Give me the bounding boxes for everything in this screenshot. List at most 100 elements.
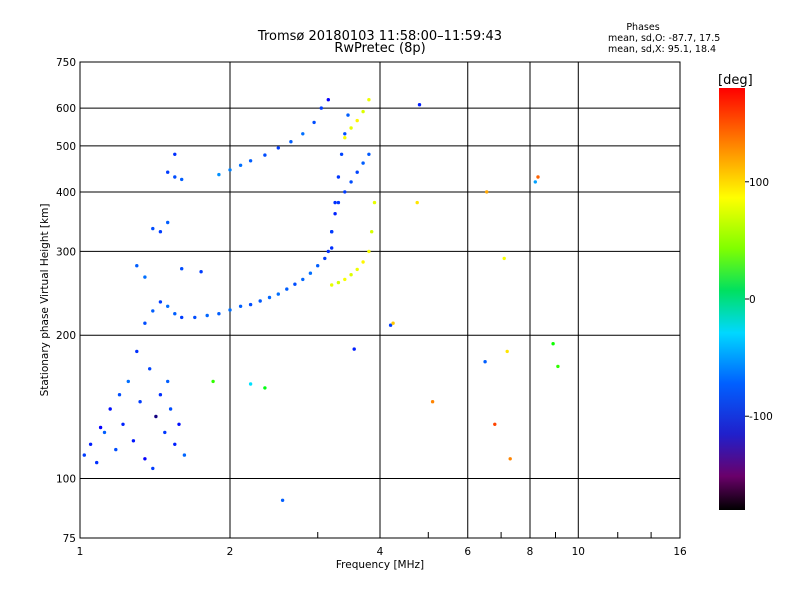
data-point [151, 309, 155, 313]
x-tick-label: 4 [377, 546, 384, 558]
y-tick-label: 750 [56, 57, 76, 69]
data-point [333, 212, 337, 216]
y-axis-label: Stationary phase Virtual Height [km] [39, 204, 51, 397]
data-point [180, 315, 184, 320]
data-point [121, 422, 125, 426]
x-tick-label: 1 [77, 546, 84, 558]
data-point [135, 349, 139, 354]
data-point [238, 304, 243, 308]
data-points [82, 98, 560, 502]
data-point [180, 267, 184, 271]
data-point [102, 430, 107, 435]
data-point [263, 153, 267, 157]
data-point [316, 264, 320, 268]
data-point [293, 282, 297, 286]
y-tick-label: 100 [56, 474, 76, 486]
data-point [301, 132, 305, 136]
data-point [143, 275, 147, 279]
data-point [301, 277, 305, 282]
data-point [326, 98, 330, 102]
data-point [485, 190, 489, 194]
data-point [151, 226, 155, 231]
data-point [95, 460, 99, 465]
data-point [355, 170, 359, 174]
y-tick-label: 200 [56, 330, 76, 342]
data-point [361, 260, 365, 264]
data-point [211, 379, 215, 384]
data-point [158, 300, 163, 304]
colorbar-label: [deg] [718, 73, 753, 88]
data-point [349, 180, 353, 184]
stats-o-mode: mean, sd,O: -87.7, 17.5 [608, 33, 720, 44]
data-point [343, 132, 347, 136]
data-point [343, 136, 347, 140]
data-point [333, 200, 337, 205]
data-point [417, 103, 422, 107]
data-point [415, 200, 419, 205]
y-tick-label: 600 [56, 103, 76, 115]
data-point [182, 453, 187, 457]
data-point [308, 271, 313, 275]
x-axis-ticks: 1 2 4 6 8 10 16 [77, 532, 687, 558]
data-point [154, 414, 158, 419]
data-point [370, 230, 374, 234]
data-point [117, 393, 122, 397]
data-point [336, 200, 341, 205]
plot-frame [79, 61, 681, 539]
data-point [430, 400, 435, 404]
data-point [248, 302, 253, 307]
data-point [349, 273, 353, 277]
data-point [173, 442, 177, 446]
data-point [536, 175, 540, 179]
data-point [173, 152, 177, 156]
data-point [508, 457, 512, 461]
data-point [276, 292, 280, 296]
data-point [312, 120, 316, 125]
data-point [388, 323, 393, 327]
data-point [352, 347, 356, 351]
data-point [551, 342, 555, 346]
data-point [173, 175, 177, 179]
data-point [349, 126, 353, 130]
data-point [108, 407, 112, 411]
data-point [367, 152, 371, 156]
data-point [367, 249, 371, 254]
data-point [493, 422, 497, 426]
chart-subtitle: RwPretec (8p) [334, 41, 425, 56]
data-point [343, 277, 347, 282]
colorbar-tick-label: -100 [749, 411, 773, 423]
data-point [326, 249, 330, 254]
data-point [502, 256, 506, 261]
data-point [199, 270, 203, 274]
data-point [285, 287, 289, 291]
data-point [143, 321, 147, 325]
colorbar [719, 88, 745, 510]
data-point [163, 430, 167, 435]
data-point [138, 400, 142, 404]
data-point [173, 312, 177, 316]
data-point [205, 313, 209, 318]
stats-heading: Phases [626, 22, 659, 33]
data-point [372, 200, 377, 205]
data-point [166, 170, 170, 174]
data-point [319, 106, 323, 110]
data-point [391, 321, 395, 325]
data-point [505, 349, 509, 354]
data-point [166, 220, 170, 225]
data-point [151, 466, 155, 471]
x-tick-label: 2 [227, 546, 234, 558]
data-point [114, 447, 118, 452]
data-point [330, 246, 334, 250]
data-point [98, 425, 103, 430]
data-point [483, 360, 487, 364]
data-point [263, 386, 267, 390]
data-point [143, 457, 147, 461]
x-tick-label: 16 [673, 546, 687, 558]
y-tick-label: 75 [63, 533, 76, 545]
data-point [343, 190, 347, 194]
data-point [336, 280, 341, 285]
data-point [336, 175, 341, 179]
data-point [177, 422, 181, 426]
data-point [248, 382, 253, 386]
